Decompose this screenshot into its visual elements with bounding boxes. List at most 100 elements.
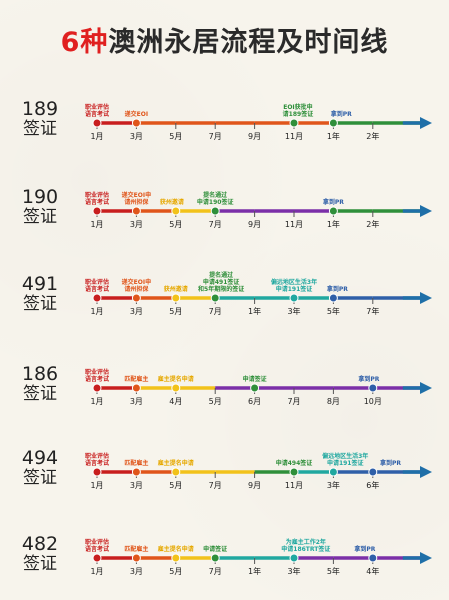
milestone-note-line: 递交EOI申 [121,192,152,199]
visa-code: 186 [21,363,59,385]
visa-word: 签证 [23,119,57,139]
tick-label: 3月 [129,567,143,576]
milestone-dot [131,383,141,393]
milestone-dot [328,206,338,216]
milestone-dot [131,553,141,563]
milestone-note: 雇主提名申请 [158,376,194,383]
milestone-dot [171,383,181,393]
milestone-dot [328,118,338,128]
milestone-dot [92,383,102,393]
milestone-note-line: 雇主提名申请 [157,460,194,467]
milestone-note-line: 职业评估 [84,453,110,460]
milestone-note-line: 语言考试 [84,376,110,383]
tick-label: 11月 [284,132,304,141]
tick-label: 3月 [129,220,143,229]
milestone-note-line: 语言考试 [84,546,110,553]
tick-label: 3年 [287,307,301,316]
tick-label: 1月 [90,397,104,406]
tick-label: 8月 [326,397,340,406]
milestone-dot [250,383,260,393]
tick-label: 1年 [248,567,262,576]
milestone-note: 匹配雇主 [124,460,148,467]
milestone-note-line [276,453,313,460]
milestone-note-line: 职业评估 [84,104,110,111]
milestone-dot [328,467,338,477]
timeline-axis [92,382,432,394]
milestone-note: 拿到PR [354,546,375,553]
arrowhead-icon [420,205,432,217]
tick-label: 3月 [129,481,143,490]
milestone-dot [210,293,220,303]
visa-section-190: 190 签证 1月 3月 5月 7月 9月 11月 1年 2年 职业评估 语言考试 递交EOI申 请州担保… [0,183,449,253]
milestone-note: 职业评估 语言考试 [85,104,109,118]
milestone-note-line: 为雇主工作2年 [285,539,326,546]
visa-code: 491 [21,273,59,295]
milestone-note: 拿到PR [358,376,379,383]
milestone-note-line: 语言考试 [84,460,110,467]
milestone-note: 职业评估 语言考试 [85,369,109,383]
tick-label: 5月 [169,481,183,490]
milestone-dot [289,467,299,477]
visa-label: 189 签证 [8,99,72,139]
visa-word: 签证 [23,207,57,227]
tick-label: 1月 [90,307,104,316]
arrowhead-icon [420,552,432,564]
milestone-note-line: EOI获批申 [283,104,313,111]
milestone-note-line: 雇主提名申请 [157,376,194,383]
milestone-note: EOI获批申 请189签证 [283,104,314,118]
milestone-note-line: 语言考试 [84,286,110,293]
milestone-note: 拿到PR [323,192,344,206]
milestone-dot [368,383,378,393]
milestone-note: 匹配雇主 [124,546,148,553]
tick-label: 3年 [287,567,301,576]
tick-label: 6月 [248,397,262,406]
visa-code: 190 [21,186,59,208]
visa-code: 482 [21,533,59,555]
tick-label: 3年 [326,481,340,490]
milestone-note: 获州邀请 [164,279,188,293]
tick-label: 4月 [169,397,183,406]
timeline-axis [92,466,432,478]
tick-label: 7月 [208,481,222,490]
milestone-note: 职业评估 语言考试 [85,192,109,206]
milestone-note: 职业评估 语言考试 [85,539,109,553]
milestone-dot [289,118,299,128]
milestone-note-line: 申请494签证 [275,460,313,467]
milestone-dot [171,206,181,216]
tick-label: 1年 [326,220,340,229]
milestone-dot [328,293,338,303]
tick-label: 1月 [90,567,104,576]
visa-label: 186 签证 [8,364,72,404]
milestone-note-line: 获州邀请 [163,286,188,293]
visa-word: 签证 [23,554,57,574]
visa-label: 494 签证 [8,448,72,488]
arrowhead-icon [420,382,432,394]
milestone-note: 偏远地区生活3年 申请191签证 [271,279,317,293]
visa-word: 签证 [23,468,57,488]
milestone-note-line: 拿到PR [354,546,376,553]
tick-label: 5月 [169,307,183,316]
milestone-note: 拿到PR [331,111,352,118]
tick-label: 7月 [208,132,222,141]
milestone-note-line: 语言考试 [84,199,110,206]
milestone-note: 提名通过 申请190签证 [197,192,234,206]
visa-label: 482 签证 [8,534,72,574]
milestone-note-line: 请189签证 [282,111,314,118]
milestone-note-line: 拿到PR [380,460,402,467]
milestone-note: 职业评估 语言考试 [85,453,109,467]
milestone-note-line: 职业评估 [84,369,110,376]
tick-label: 7年 [366,307,380,316]
visa-code: 494 [21,447,59,469]
tick-label: 2年 [366,132,380,141]
tick-label: 1月 [90,220,104,229]
milestone-note-line: 请州担保 [124,286,149,293]
arrowhead-icon [420,466,432,478]
milestone-note-line: 递交EOI申 [121,279,152,286]
milestone-dot [171,293,181,303]
tick-label: 5年 [326,307,340,316]
milestone-dot [368,467,378,477]
tick-label: 5月 [169,567,183,576]
page-title: 6种澳洲永居流程及时间线 [0,20,449,59]
milestone-dot [131,467,141,477]
